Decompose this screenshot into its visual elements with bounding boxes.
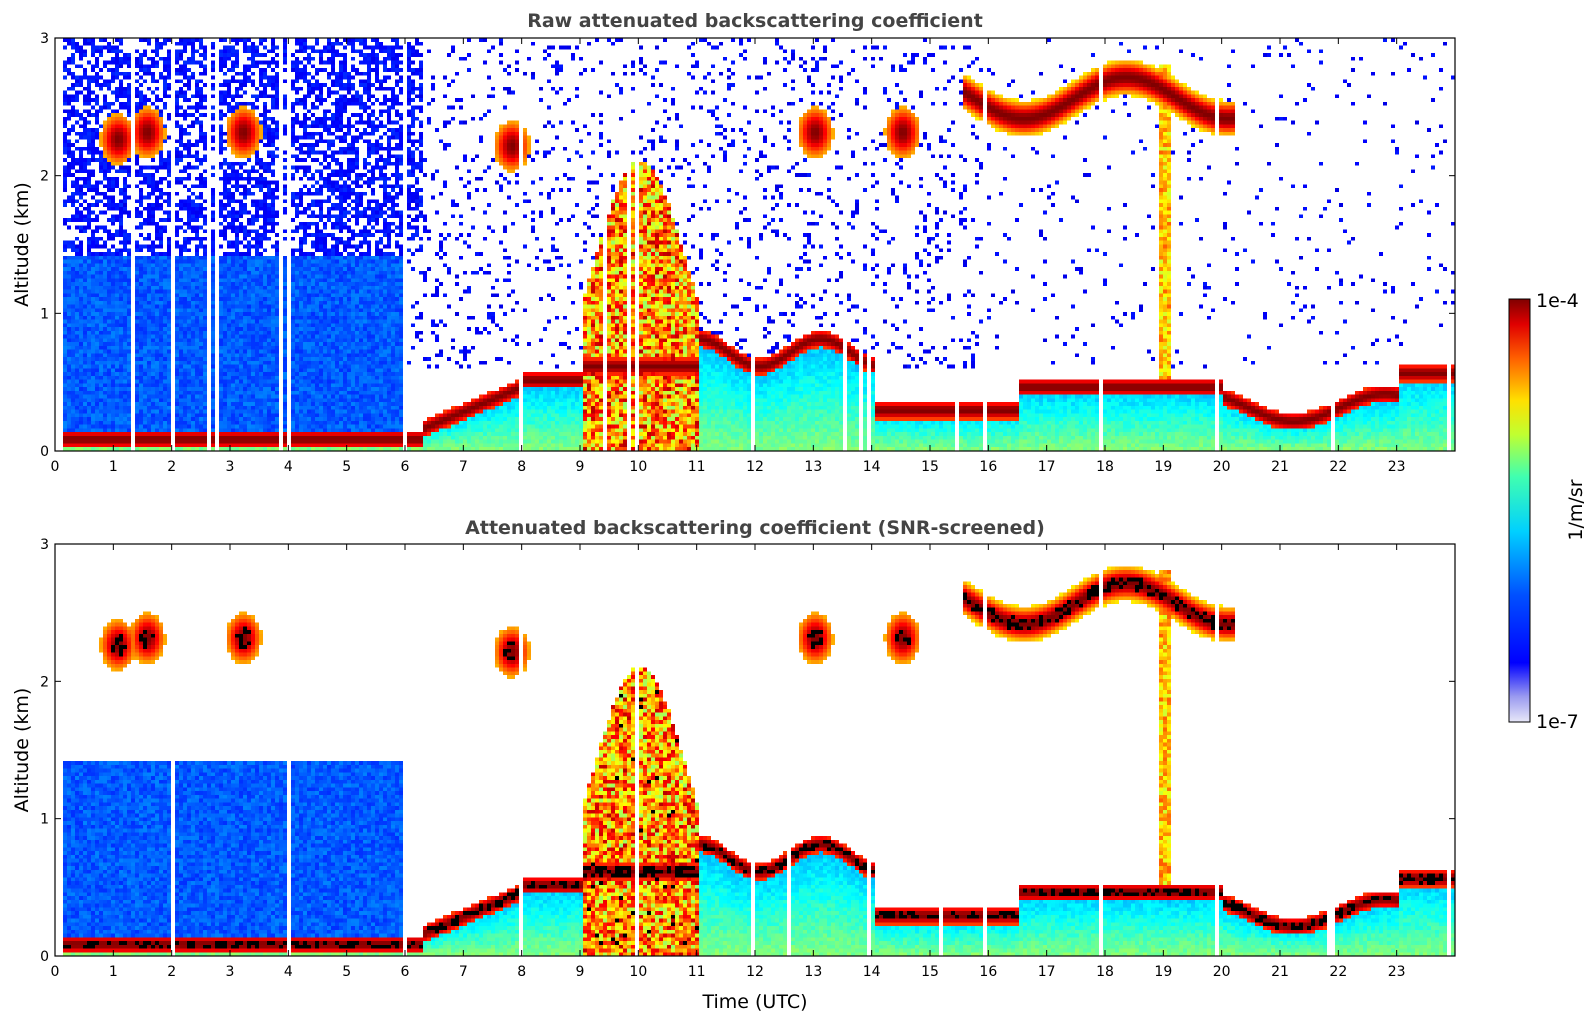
- x-tick-label: 16: [979, 964, 997, 980]
- x-tick-label: 20: [1213, 459, 1231, 475]
- x-tick-label: 0: [51, 459, 60, 475]
- y-tick-label: 0: [40, 949, 49, 965]
- x-axis-label: Time (UTC): [701, 991, 807, 1013]
- x-tick-label: 23: [1388, 964, 1406, 980]
- x-tick-label: 5: [342, 964, 351, 980]
- x-tick-label: 21: [1271, 964, 1289, 980]
- x-tick-label: 13: [804, 964, 822, 980]
- top-panel-title: Raw attenuated backscattering coefficien…: [527, 10, 983, 32]
- y-tick-label: 1: [40, 306, 49, 322]
- bottom-heatmap-image: [55, 544, 1455, 956]
- x-tick-label: 15: [921, 459, 939, 475]
- x-tick-label: 1: [109, 964, 118, 980]
- x-tick-label: 2: [167, 459, 176, 475]
- x-tick-label: 10: [629, 964, 647, 980]
- x-tick-label: 18: [1096, 459, 1114, 475]
- x-tick-label: 9: [576, 459, 585, 475]
- colorbar-max-label: 1e-4: [1536, 290, 1579, 312]
- y-tick-label: 3: [40, 537, 49, 553]
- x-tick-label: 10: [629, 459, 647, 475]
- x-tick-label: 11: [688, 459, 706, 475]
- bottom-x-axis: 0 1 2 3 4 5 6 7 8 9 10 11 12 13 14 15 16 17 18 19 20 21 22 23: [51, 544, 1406, 980]
- y-tick-label: 3: [40, 31, 49, 47]
- bottom-panel: Attenuated backscattering coefficient (S…: [11, 517, 1456, 1013]
- x-tick-label: 3: [226, 459, 235, 475]
- x-tick-label: 19: [1154, 964, 1172, 980]
- x-tick-label: 23: [1388, 459, 1406, 475]
- x-tick-label: 0: [51, 964, 60, 980]
- x-tick-label: 6: [401, 459, 410, 475]
- x-tick-label: 5: [342, 459, 351, 475]
- y-tick-label: 2: [40, 169, 49, 185]
- colorbar-unit-label: 1/m/sr: [1565, 479, 1587, 540]
- x-tick-label: 4: [284, 459, 293, 475]
- x-tick-label: 12: [746, 964, 764, 980]
- x-tick-label: 11: [688, 964, 706, 980]
- colorbar-min-label: 1e-7: [1536, 711, 1579, 733]
- x-tick-label: 8: [517, 459, 526, 475]
- x-tick-label: 4: [284, 964, 293, 980]
- x-tick-label: 2: [167, 964, 176, 980]
- x-tick-label: 14: [863, 459, 881, 475]
- bottom-y-axis: 0 1 2 3: [40, 537, 1455, 965]
- x-tick-label: 22: [1329, 964, 1347, 980]
- y-tick-label: 0: [40, 444, 49, 460]
- x-tick-label: 9: [576, 964, 585, 980]
- x-tick-label: 7: [459, 964, 468, 980]
- bottom-y-axis-label: Altitude (km): [11, 688, 33, 813]
- x-tick-label: 7: [459, 459, 468, 475]
- colorbar-gradient: [1508, 298, 1531, 723]
- bottom-heatmap: [55, 544, 1455, 956]
- x-tick-label: 17: [1038, 964, 1056, 980]
- bottom-panel-title: Attenuated backscattering coefficient (S…: [465, 517, 1045, 539]
- x-tick-label: 18: [1096, 964, 1114, 980]
- x-tick-label: 14: [863, 964, 881, 980]
- x-tick-label: 8: [517, 964, 526, 980]
- x-tick-label: 13: [804, 459, 822, 475]
- x-tick-label: 3: [226, 964, 235, 980]
- x-tick-label: 12: [746, 459, 764, 475]
- top-y-axis-label: Altitude (km): [11, 182, 33, 307]
- colorbar: 1e-4 1e-7 1/m/sr: [1508, 290, 1587, 733]
- y-tick-label: 1: [40, 812, 49, 828]
- x-tick-label: 16: [979, 459, 997, 475]
- x-tick-label: 19: [1154, 459, 1172, 475]
- x-tick-label: 1: [109, 459, 118, 475]
- top-panel: Raw attenuated backscattering coefficien…: [11, 10, 1456, 475]
- x-tick-label: 15: [921, 964, 939, 980]
- y-tick-label: 2: [40, 674, 49, 690]
- x-tick-label: 6: [401, 964, 410, 980]
- x-tick-label: 21: [1271, 459, 1289, 475]
- x-tick-label: 17: [1038, 459, 1056, 475]
- x-tick-label: 20: [1213, 964, 1231, 980]
- x-tick-label: 22: [1329, 459, 1347, 475]
- top-heatmap-image: [55, 38, 1455, 451]
- top-x-axis: 0 1 2 3 4 5 6 7 8 9 10 11 12 13 14 15 16 17 18 19 20 21 22 23: [51, 38, 1406, 475]
- top-y-axis: 0 1 2 3: [40, 31, 1455, 460]
- top-heatmap: [55, 38, 1455, 451]
